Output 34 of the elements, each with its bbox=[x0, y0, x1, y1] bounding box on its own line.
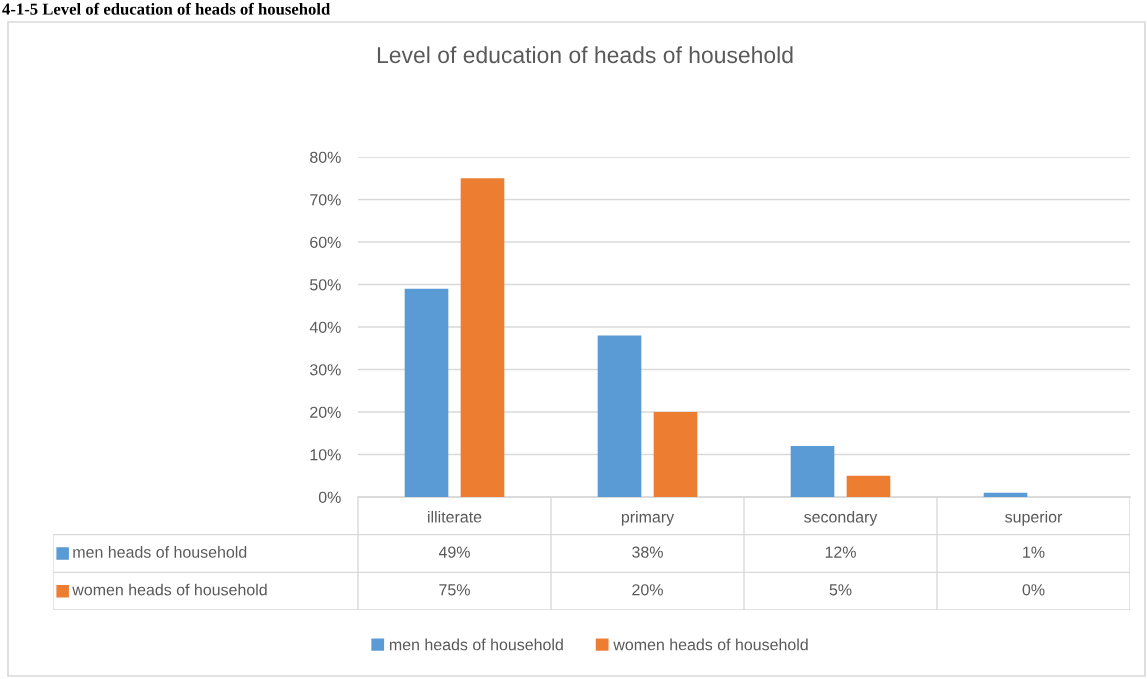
bar bbox=[653, 412, 698, 497]
bar bbox=[597, 335, 642, 497]
y-tick-label: 60% bbox=[310, 236, 341, 248]
x-tick-label: primary bbox=[621, 510, 675, 526]
data-label: 49% bbox=[438, 546, 470, 558]
x-tick-label: secondary bbox=[804, 510, 878, 526]
data-label: 20% bbox=[632, 584, 663, 596]
y-tick-label: 10% bbox=[310, 449, 341, 461]
y-tick-label: 30% bbox=[309, 364, 341, 376]
y-tick-label: 80% bbox=[310, 151, 341, 163]
data-label: 12% bbox=[825, 546, 856, 558]
data-label: 1% bbox=[1023, 546, 1045, 558]
y-tick-label: 50% bbox=[310, 279, 341, 291]
bar bbox=[404, 288, 449, 497]
chart-title: Level of education of heads of household bbox=[377, 46, 793, 64]
bar bbox=[460, 178, 505, 497]
bar bbox=[983, 492, 1028, 497]
y-tick-label: 70% bbox=[310, 194, 341, 206]
bar bbox=[846, 475, 891, 497]
data-label: 38% bbox=[632, 546, 663, 558]
legend-label: men heads of household bbox=[389, 638, 563, 651]
data-label: 0% bbox=[1022, 584, 1045, 596]
y-tick-label: 0% bbox=[318, 491, 341, 503]
y-tick-label: 20% bbox=[310, 406, 341, 418]
text: 4-1-5 Level of education of heads of household bbox=[2, 2, 331, 15]
legend-label: women heads of household bbox=[613, 638, 808, 651]
data-label: 5% bbox=[829, 584, 852, 596]
bar bbox=[790, 446, 835, 497]
x-tick-label: superior bbox=[1005, 510, 1063, 526]
x-tick-label: illiterate bbox=[428, 510, 482, 523]
text: women heads of household bbox=[72, 583, 267, 596]
data-label: 75% bbox=[439, 584, 470, 596]
y-tick-label: 40% bbox=[309, 321, 341, 333]
text: men heads of household bbox=[73, 546, 247, 558]
